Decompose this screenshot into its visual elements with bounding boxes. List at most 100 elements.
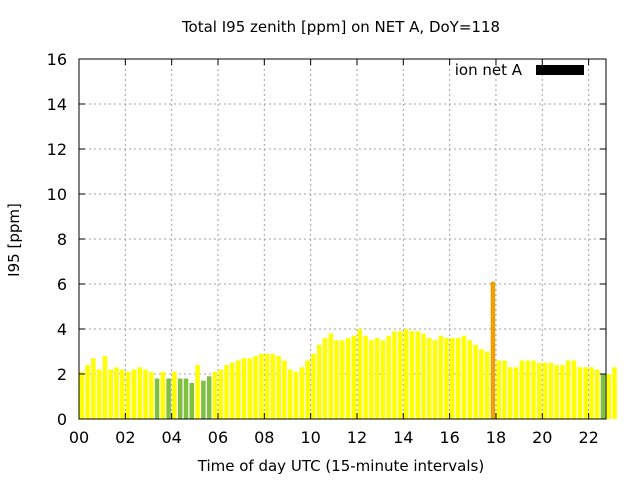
bar bbox=[461, 335, 467, 419]
bar bbox=[206, 376, 212, 419]
bar bbox=[479, 349, 484, 419]
y-tick-label: 8 bbox=[57, 230, 67, 249]
bar bbox=[282, 360, 287, 419]
bar bbox=[386, 335, 391, 419]
x-tick-label: 18 bbox=[486, 428, 506, 447]
bar bbox=[421, 333, 426, 419]
y-tick-label: 12 bbox=[47, 140, 67, 159]
bar bbox=[606, 374, 612, 419]
bar bbox=[148, 371, 154, 419]
y-tick-label: 14 bbox=[47, 95, 67, 114]
bar bbox=[484, 351, 490, 419]
bar bbox=[374, 338, 380, 419]
bar bbox=[612, 367, 617, 419]
x-tick-label: 08 bbox=[254, 428, 274, 447]
legend-swatch bbox=[536, 65, 584, 75]
x-tick-label: 12 bbox=[347, 428, 367, 447]
bar bbox=[230, 362, 235, 419]
bar bbox=[108, 369, 113, 419]
bar bbox=[537, 362, 542, 419]
bar bbox=[160, 371, 166, 419]
bar bbox=[120, 369, 125, 419]
bar bbox=[577, 367, 583, 419]
bar bbox=[490, 281, 496, 419]
bar bbox=[450, 338, 455, 419]
bar bbox=[96, 369, 102, 419]
bar bbox=[600, 374, 606, 419]
y-tick-label: 10 bbox=[47, 185, 67, 204]
bar bbox=[345, 338, 351, 419]
bar bbox=[351, 335, 357, 419]
bar bbox=[299, 367, 305, 419]
bar bbox=[363, 335, 368, 419]
bar bbox=[131, 369, 137, 419]
bar bbox=[276, 356, 281, 419]
bar bbox=[172, 371, 177, 419]
grid bbox=[79, 59, 606, 419]
bar bbox=[369, 340, 374, 419]
legend: ion net A bbox=[455, 61, 584, 79]
bar bbox=[166, 378, 171, 419]
bar bbox=[519, 360, 525, 419]
bar bbox=[137, 367, 142, 419]
bar bbox=[496, 360, 501, 419]
bar bbox=[293, 371, 299, 419]
y-axis-title: I95 [ppm] bbox=[5, 203, 23, 277]
x-tick-label: 22 bbox=[578, 428, 598, 447]
bar bbox=[316, 344, 322, 419]
bar bbox=[502, 360, 507, 419]
bar bbox=[583, 367, 588, 419]
y-tick-label: 6 bbox=[57, 275, 67, 294]
bar bbox=[334, 340, 339, 419]
bar bbox=[380, 340, 386, 419]
bar bbox=[305, 360, 310, 419]
bar bbox=[508, 367, 513, 419]
bar bbox=[212, 371, 218, 419]
x-tick-label: 00 bbox=[69, 428, 89, 447]
bar bbox=[183, 378, 189, 419]
bar bbox=[432, 340, 438, 419]
bar bbox=[565, 360, 571, 419]
bar bbox=[102, 356, 108, 419]
bar bbox=[143, 369, 148, 419]
bar bbox=[571, 360, 577, 419]
legend-label: ion net A bbox=[455, 61, 523, 79]
bar bbox=[270, 353, 276, 419]
x-tick-label: 02 bbox=[115, 428, 135, 447]
bar bbox=[398, 331, 403, 419]
bar bbox=[415, 331, 420, 419]
bar bbox=[201, 380, 206, 419]
bar bbox=[560, 365, 565, 419]
bars bbox=[79, 281, 617, 419]
bar bbox=[218, 369, 224, 419]
y-tick-label: 4 bbox=[57, 320, 67, 339]
bar bbox=[525, 360, 530, 419]
bar bbox=[91, 358, 96, 419]
bar bbox=[438, 335, 444, 419]
x-tick-label: 20 bbox=[532, 428, 552, 447]
bar bbox=[253, 356, 258, 419]
bar bbox=[455, 338, 461, 419]
bar bbox=[235, 360, 241, 419]
bar bbox=[195, 365, 200, 419]
bar bbox=[114, 367, 119, 419]
bar bbox=[264, 353, 270, 419]
bar bbox=[125, 371, 131, 419]
bar bbox=[554, 365, 559, 419]
bar bbox=[247, 358, 252, 419]
bar bbox=[79, 371, 85, 419]
bar bbox=[594, 369, 600, 419]
x-tick-label: 04 bbox=[161, 428, 181, 447]
y-tick-label: 2 bbox=[57, 365, 67, 384]
bar bbox=[542, 362, 548, 419]
bar bbox=[513, 367, 519, 419]
bar bbox=[403, 329, 409, 419]
bar bbox=[328, 333, 334, 419]
bar bbox=[177, 378, 183, 419]
bar bbox=[426, 338, 432, 419]
bar bbox=[340, 340, 345, 419]
bar bbox=[473, 344, 478, 419]
bar bbox=[444, 338, 449, 419]
